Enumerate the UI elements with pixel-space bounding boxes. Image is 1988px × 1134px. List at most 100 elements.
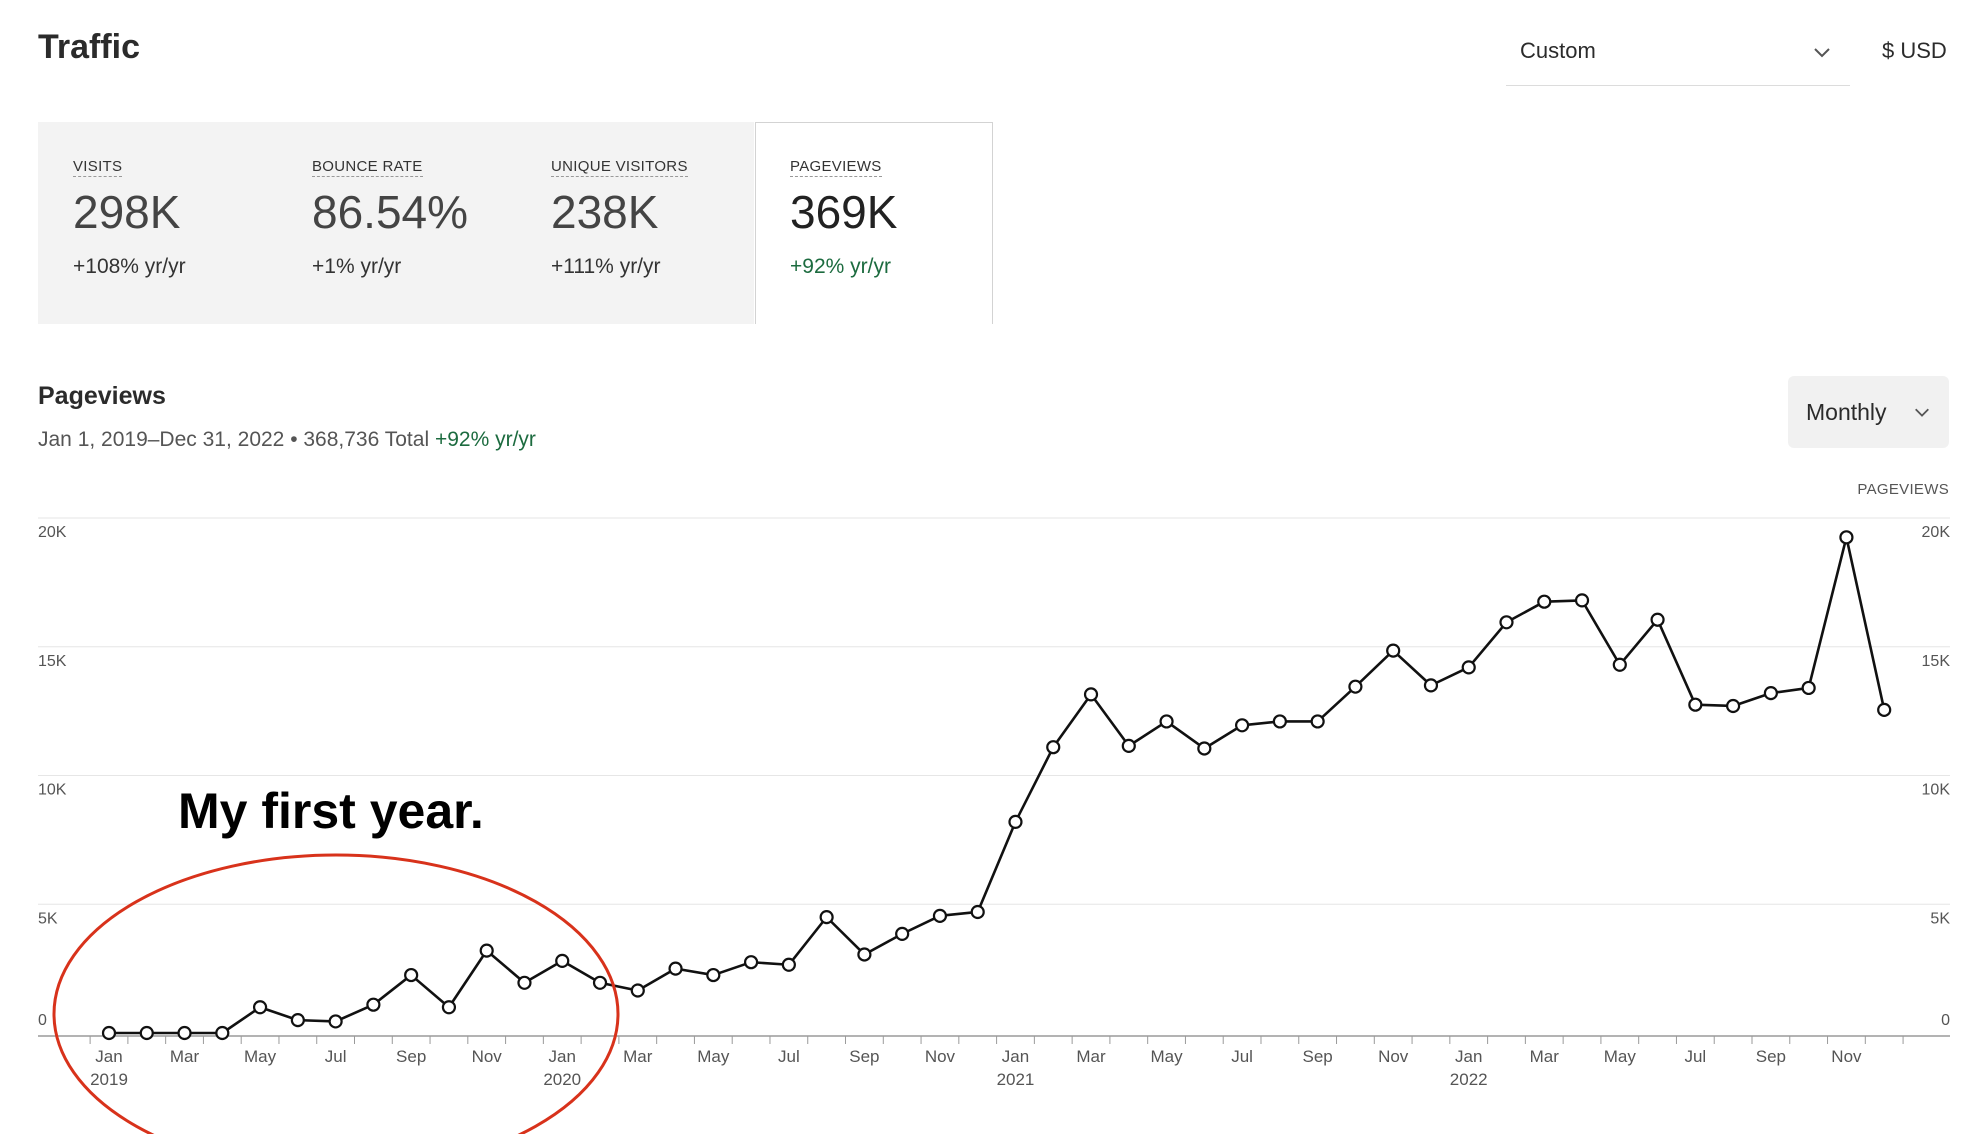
x-tick-label: Jan [549,1047,576,1066]
data-point [970,904,985,920]
y-tick-label-left: 5K [38,910,58,927]
data-point [1726,698,1741,714]
metric-change: +1% yr/yr [312,255,402,278]
interval-select[interactable]: Monthly [1788,376,1949,448]
x-tick-label: Jul [1231,1047,1253,1066]
x-tick-label: Nov [1378,1047,1409,1066]
metric-bounce-rate[interactable]: BOUNCE RATE 86.54% +1% yr/yr [277,122,515,324]
x-tick-label: Sep [849,1047,879,1066]
x-tick-label: Mar [1530,1047,1560,1066]
x-tick-label: Mar [1076,1047,1106,1066]
x-tick-label: Sep [1303,1047,1333,1066]
x-tick-label: Jul [778,1047,800,1066]
metric-value: 369K [790,186,898,238]
x-tick-label: Jan [1455,1047,1482,1066]
chart-subtitle: Jan 1, 2019–Dec 31, 2022 • 368,736 Total… [38,428,536,452]
data-point [517,975,532,990]
chevron-down-icon [1915,408,1929,417]
x-tick-label: May [1150,1047,1183,1066]
metric-visits[interactable]: VISITS 298K +108% yr/yr [38,122,276,324]
metric-label: VISITS [73,158,123,177]
x-tick-label: Sep [396,1047,426,1066]
x-tick-label: Jul [1684,1047,1706,1066]
data-point [1159,714,1174,729]
x-tick-label: Mar [623,1047,653,1066]
y-tick-label-right: 10K [1922,782,1951,799]
data-point [441,1000,457,1015]
metric-change: +108% yr/yr [73,255,186,278]
x-tick-year-label: 2021 [997,1070,1035,1089]
x-tick-year-label: 2019 [90,1070,128,1089]
x-tick-year-label: 2022 [1450,1070,1488,1089]
annotation-circle [52,853,620,1134]
data-point [895,926,910,941]
x-tick-label: Jan [95,1047,122,1066]
metric-label: PAGEVIEWS [790,158,882,177]
metric-change: +111% yr/yr [551,255,661,278]
data-point [555,953,570,969]
data-point [1650,612,1665,627]
metric-label: BOUNCE RATE [312,158,423,177]
x-tick-year-label: 2020 [543,1070,581,1089]
data-point [1537,594,1552,609]
x-tick-label: Nov [925,1047,956,1066]
data-point [1574,593,1590,608]
y-tick-label-left: 20K [38,524,67,541]
metric-change: +92% yr/yr [790,255,891,278]
y-tick-label-right: 0 [1941,1012,1950,1029]
annotation-text: My first year. [178,783,484,839]
data-point [328,1014,343,1029]
data-point [1272,714,1287,729]
data-point [177,1025,192,1041]
metrics-panel [38,122,754,324]
data-point [1763,685,1778,701]
data-point [1801,680,1816,696]
x-tick-label: Mar [170,1047,200,1066]
x-tick-label: Sep [1756,1047,1786,1066]
x-tick-label: Nov [472,1047,503,1066]
metric-pageviews[interactable]: PAGEVIEWS 369K +92% yr/yr [755,122,993,324]
data-point [1046,740,1061,755]
date-range-select[interactable]: Custom [1506,28,1850,86]
data-point [1386,643,1401,658]
date-range-summary: Jan 1, 2019–Dec 31, 2022 • 368,736 Total [38,428,435,451]
data-point [1499,615,1514,630]
data-point [1423,678,1439,693]
data-point [668,961,683,976]
data-point [1348,679,1363,694]
x-tick-label: Nov [1831,1047,1862,1066]
metric-value: 298K [73,186,181,238]
data-point [404,967,419,983]
data-point [101,1025,117,1041]
data-point [290,1013,305,1028]
data-point [366,997,381,1012]
data-point [1310,714,1325,729]
data-point [1839,530,1854,545]
metric-unique-visitors[interactable]: UNIQUE VISITORS 238K +111% yr/yr [516,122,754,324]
y-tick-label-left: 15K [38,653,67,670]
interval-value: Monthly [1806,398,1887,425]
data-point [215,1025,230,1041]
data-point [857,947,872,962]
data-point [706,967,721,983]
y-tick-label-right: 5K [1930,910,1950,927]
chevron-down-icon [1814,48,1830,58]
data-point [592,975,608,990]
data-point [819,910,834,925]
data-point [1612,657,1627,672]
data-point [1083,687,1099,702]
x-tick-label: May [697,1047,730,1066]
data-point [743,955,759,970]
currency-selector[interactable]: $ USD [1882,38,1947,63]
data-point [252,1000,268,1015]
data-point [781,957,796,972]
metric-value: 86.54% [312,186,469,238]
total-change: +92% yr/yr [434,428,536,451]
data-point [932,908,948,923]
data-point [1688,697,1703,712]
x-tick-label: Jan [1002,1047,1029,1066]
y-tick-label-left: 10K [38,782,67,799]
x-tick-label: May [1604,1047,1637,1066]
data-point [1877,702,1892,717]
